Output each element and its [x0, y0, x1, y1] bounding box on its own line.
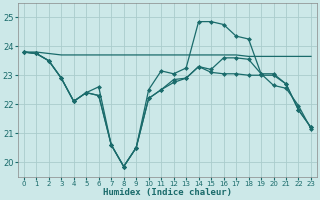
X-axis label: Humidex (Indice chaleur): Humidex (Indice chaleur)	[103, 188, 232, 197]
